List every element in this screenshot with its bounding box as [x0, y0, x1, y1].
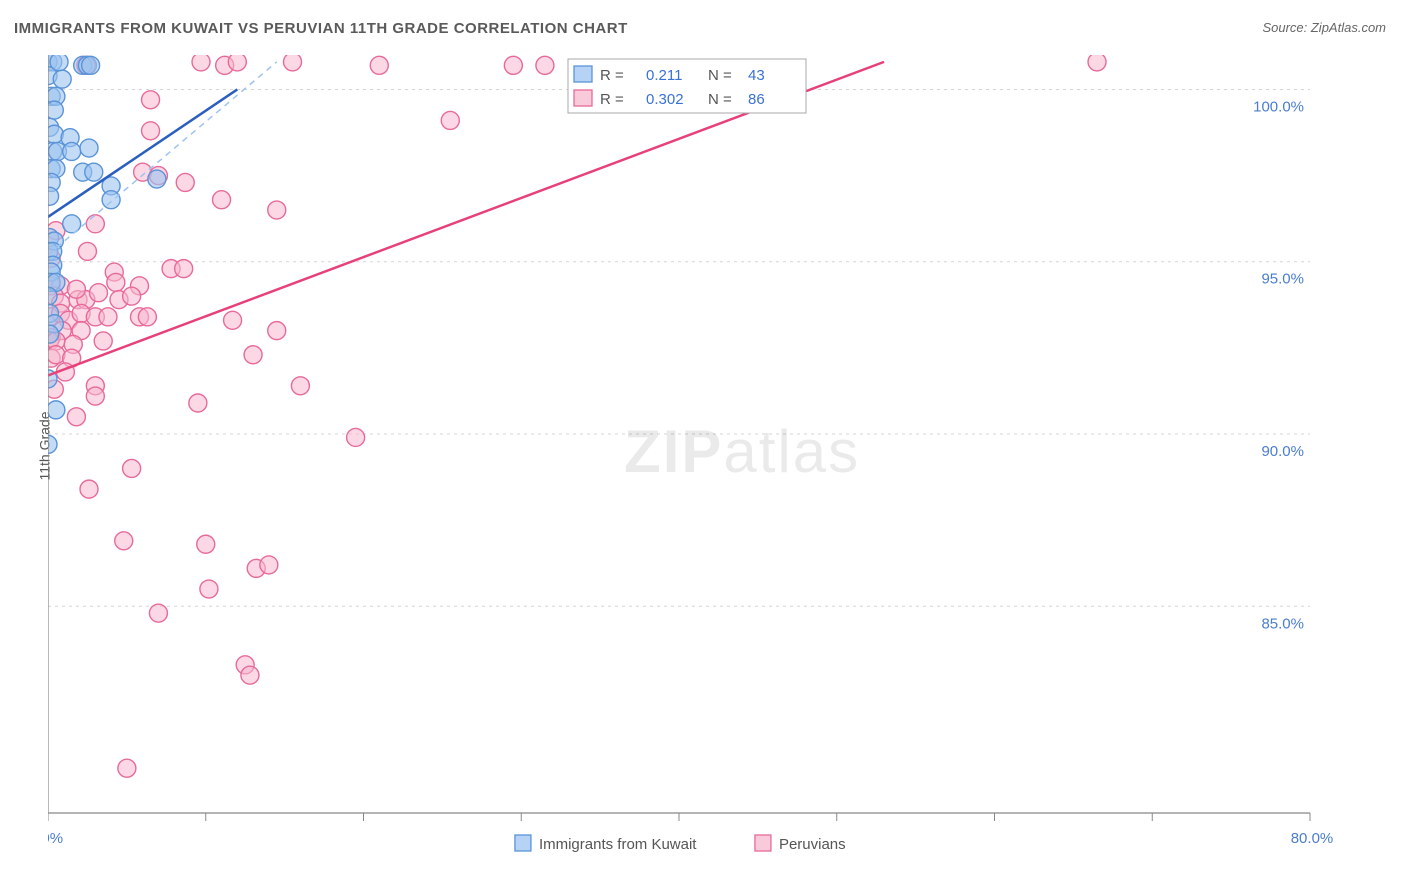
svg-text:R =: R = [600, 67, 624, 84]
svg-text:95.0%: 95.0% [1261, 271, 1304, 288]
svg-text:Peruvians: Peruvians [779, 836, 846, 853]
scatter-chart-svg: 85.0% 90.0% 95.0% 100.0% 0.0% 80.0% ZIPatlas R … [48, 55, 1378, 865]
svg-text:0.211: 0.211 [646, 67, 682, 84]
svg-text:N =: N = [708, 91, 732, 108]
svg-text:ZIPatlas: ZIPatlas [624, 418, 860, 485]
svg-text:0.0%: 0.0% [48, 830, 63, 847]
svg-text:0.302: 0.302 [646, 91, 684, 108]
chart-area: 85.0%90.0%95.0%100.0%0.0%80.0%ZIPatlasR … [48, 55, 1378, 835]
svg-text:86: 86 [748, 91, 765, 108]
svg-text:90.0%: 90.0% [1261, 443, 1304, 460]
svg-text:85.0%: 85.0% [1261, 615, 1304, 632]
svg-text:80.0%: 80.0% [1291, 830, 1334, 847]
svg-text:43: 43 [748, 67, 765, 84]
svg-text:Immigrants from Kuwait: Immigrants from Kuwait [539, 836, 697, 853]
svg-text:N =: N = [708, 67, 732, 84]
svg-text:100.0%: 100.0% [1253, 98, 1304, 115]
chart-title: IMMIGRANTS FROM KUWAIT VS PERUVIAN 11TH … [14, 20, 628, 37]
source-label: Source: ZipAtlas.com [1262, 20, 1386, 35]
svg-text:R =: R = [600, 91, 624, 108]
